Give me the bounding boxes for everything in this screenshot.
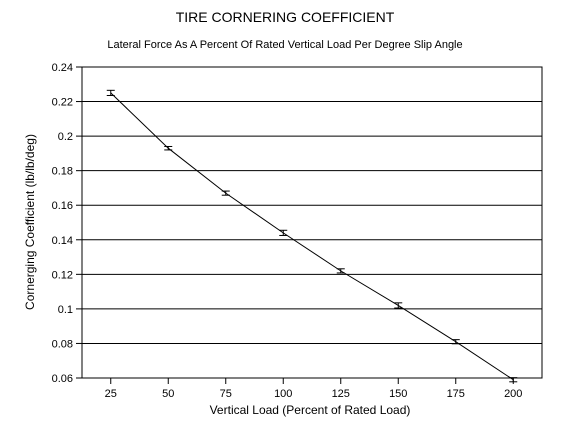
x-tick-label: 200 bbox=[504, 388, 522, 400]
y-tick-label: 0.12 bbox=[52, 269, 73, 281]
chart-title: TIRE CORNERING COEFFICIENT bbox=[176, 9, 395, 25]
series bbox=[106, 89, 518, 383]
y-tick-label: 0.2 bbox=[58, 131, 73, 143]
y-tick-label: 0.18 bbox=[52, 166, 73, 178]
y-tick-label: 0.22 bbox=[52, 97, 73, 109]
data-point bbox=[336, 268, 345, 274]
x-axis-ticks: 25 50 75 100 125 150 175 200 bbox=[105, 378, 522, 400]
data-point bbox=[164, 145, 173, 151]
data-point bbox=[394, 302, 403, 309]
y-tick-label: 0.24 bbox=[52, 62, 73, 74]
y-tick-label: 0.1 bbox=[58, 304, 73, 316]
x-axis-label: Vertical Load (Percent of Rated Load) bbox=[210, 403, 411, 417]
x-tick-label: 25 bbox=[105, 388, 117, 400]
chart-subtitle: Lateral Force As A Percent Of Rated Vert… bbox=[107, 39, 462, 51]
y-axis-label: Cornerging Coefficient (lb/lb/deg) bbox=[23, 134, 37, 310]
data-point bbox=[509, 377, 518, 383]
data-point bbox=[221, 190, 230, 196]
plot-area-frame bbox=[81, 66, 543, 379]
y-tick-label: 0.16 bbox=[52, 200, 73, 212]
data-point bbox=[106, 89, 115, 97]
y-tick-label: 0.06 bbox=[52, 373, 73, 385]
series-line bbox=[110, 92, 514, 381]
y-axis-ticks: 0.06 0.08 0.1 0.12 0.14 0.16 0.18 0.2 0.22 0.24 bbox=[52, 62, 82, 385]
x-tick-label: 150 bbox=[389, 388, 407, 400]
data-point bbox=[451, 339, 460, 345]
x-tick-label: 100 bbox=[274, 388, 292, 400]
x-tick-label: 125 bbox=[332, 388, 350, 400]
y-tick-label: 0.08 bbox=[52, 338, 73, 350]
x-tick-label: 50 bbox=[162, 388, 174, 400]
x-tick-label: 175 bbox=[447, 388, 465, 400]
gridlines bbox=[82, 101, 542, 344]
data-point bbox=[279, 229, 288, 236]
x-tick-label: 75 bbox=[220, 388, 232, 400]
y-tick-label: 0.14 bbox=[52, 235, 73, 247]
